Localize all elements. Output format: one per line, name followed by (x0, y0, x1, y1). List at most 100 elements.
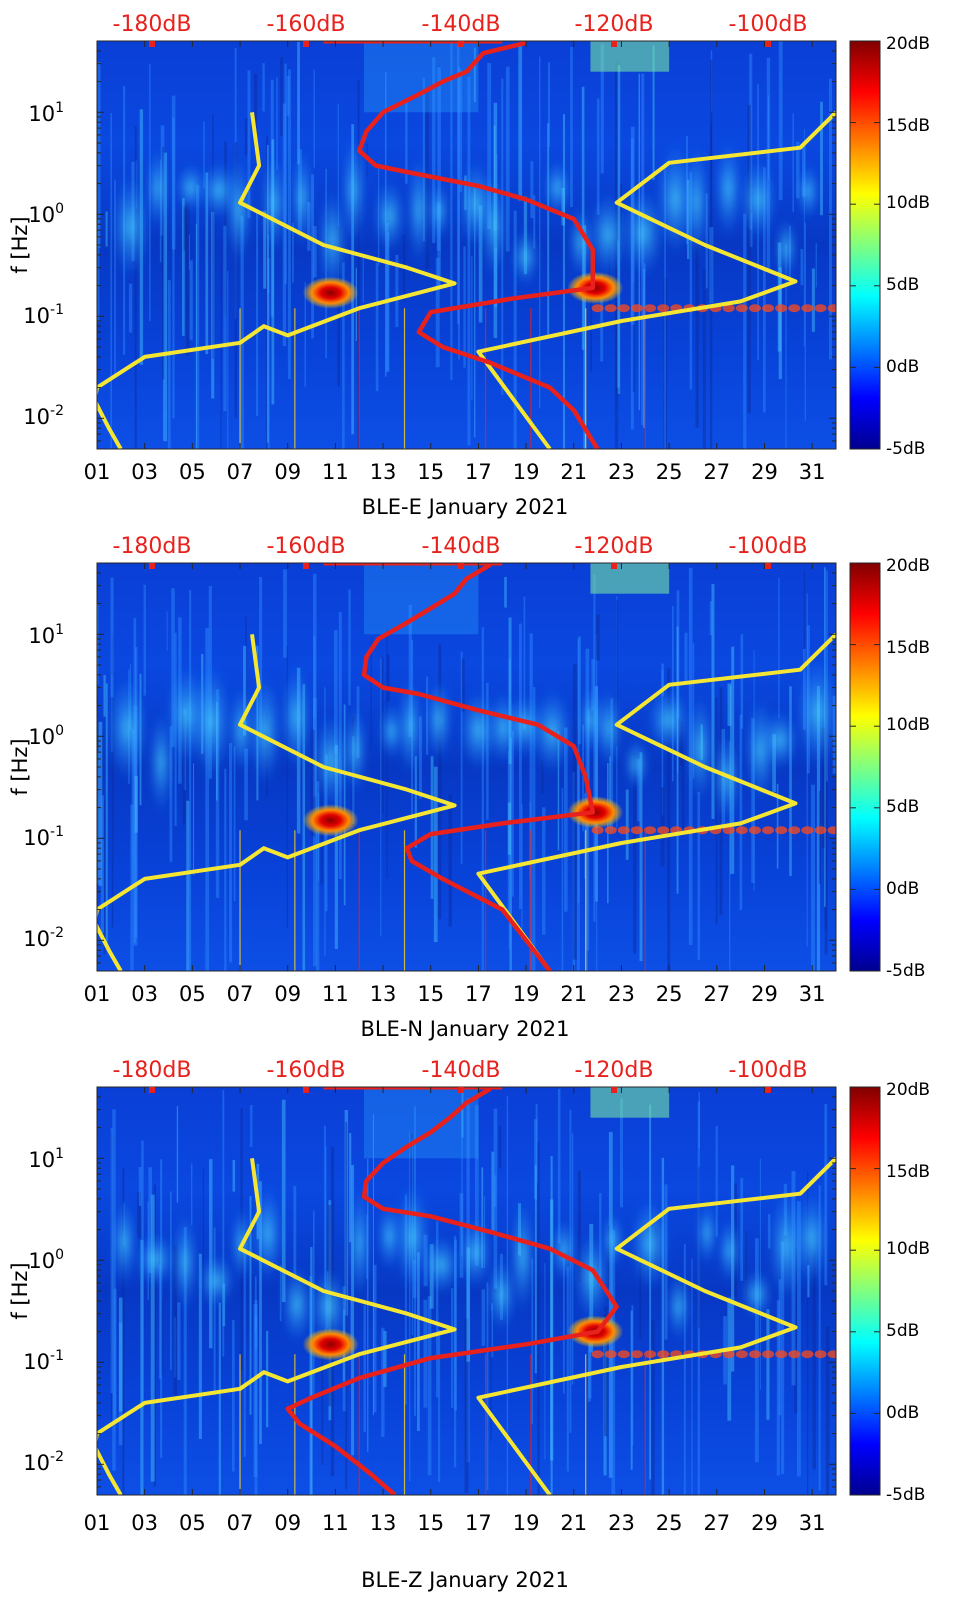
spectrogram-streak (189, 260, 193, 341)
spectrogram-glow (543, 159, 571, 217)
spectrogram-streak (820, 101, 823, 216)
microseism-spot (775, 826, 788, 835)
spectrogram-streak (234, 142, 238, 419)
spectrogram-streak (343, 704, 346, 906)
top-tick-mark (149, 1087, 155, 1093)
x-tick-label: 21 (560, 460, 587, 484)
spectrogram-streak (325, 1145, 327, 1344)
microseism-spot (617, 1350, 630, 1359)
spectrogram-streak (824, 801, 827, 929)
spectrogram-streak (98, 721, 103, 886)
spectrogram-glow (511, 227, 540, 288)
spectrogram-glow (197, 1252, 235, 1309)
spectrogram-streak (170, 1191, 172, 1371)
spectrogram-streak (570, 46, 573, 208)
spectrogram-streak (478, 205, 483, 323)
panel-E: -180dB -160dB -140dB -120dB -100dB 101 1… (8, 12, 930, 519)
spectrogram-streak (490, 1310, 492, 1441)
spectrogram-streak (148, 1167, 152, 1274)
spectrogram-streak (259, 1181, 262, 1445)
microseism-spot (801, 304, 814, 313)
x-tick-label: 05 (179, 982, 206, 1006)
spectrogram-streak (211, 211, 215, 399)
spectrogram-streak (97, 602, 99, 685)
series-line (476, 110, 836, 449)
spectrogram-streak (577, 638, 580, 903)
spectrogram-streak (550, 1199, 554, 1461)
x-tick-label: 13 (370, 460, 397, 484)
spectrogram-streak (778, 1279, 782, 1416)
spectrogram-glow (421, 1234, 461, 1296)
spectrogram-glow (481, 171, 506, 282)
spectrogram-streak (745, 1230, 747, 1297)
spectrogram-streak (617, 240, 620, 388)
top-tick-mark (765, 41, 771, 47)
spectrogram-streak (582, 724, 585, 832)
microseism-spot (748, 1350, 761, 1359)
spectrogram-streak (564, 727, 568, 912)
spectrogram-streak (253, 73, 258, 149)
spectrogram-streak (254, 1276, 257, 1333)
spectrogram-streak (313, 635, 316, 719)
x-tick-label: 29 (751, 982, 778, 1006)
spectrogram-streak (334, 744, 338, 949)
spectrogram-streak (373, 1264, 377, 1413)
spectrogram-streak (196, 185, 200, 449)
spectrogram-streak (792, 113, 794, 213)
spectrogram-streak (140, 1240, 144, 1495)
spectrogram-streak (135, 647, 138, 938)
spectrogram-streak (533, 687, 536, 971)
spectrogram-streak (521, 804, 523, 940)
spectrogram-streak (682, 756, 685, 836)
spectrogram-streak (697, 1101, 700, 1495)
spectrogram-streak (491, 1151, 495, 1235)
spectrogram-streak (529, 633, 533, 971)
spectrogram-streak (229, 743, 233, 963)
spectrogram-streak (794, 1249, 798, 1414)
spectrogram-streak (188, 234, 190, 271)
top-tick: -180dB (113, 534, 192, 559)
spectrogram-streak (176, 1106, 179, 1203)
spectrogram-streak (459, 69, 463, 192)
spectrogram-streak (584, 793, 586, 879)
spectrogram-streak (245, 616, 247, 722)
x-tick-label: 01 (84, 1511, 111, 1535)
spectrogram-streak (789, 686, 792, 877)
spectrogram-streak (111, 633, 114, 928)
microseism-spot (722, 304, 735, 313)
spectrogram-streak (803, 570, 806, 672)
spectrogram-glow (601, 1210, 624, 1269)
x-tick-label: 03 (131, 982, 158, 1006)
spectrogram-streak (419, 716, 422, 799)
spectrogram-area (96, 1086, 837, 1496)
spectrogram-streak (143, 584, 146, 696)
microseism-spot (788, 304, 801, 313)
top-tick-mark (149, 563, 155, 569)
spectrogram-streak (491, 1303, 494, 1358)
spectrogram-streak (190, 1163, 193, 1226)
colorbar: 20dB 15dB 10dB 5dB 0dB -5dB (849, 556, 930, 981)
panel-N: -180dB -160dB -140dB -120dB -100dB 101 1… (8, 534, 930, 1041)
spectrogram-streak (652, 45, 655, 181)
spectrogram-streak (266, 135, 268, 449)
spectrogram-streak (824, 699, 828, 955)
x-tick-label: 25 (656, 460, 683, 484)
spectrogram-streak (577, 636, 581, 745)
colorbar-tick: 15dB (886, 116, 930, 136)
spectrogram-streak (97, 62, 101, 249)
spectrogram-streak (243, 1250, 246, 1457)
spectrogram-streak (349, 1132, 352, 1243)
spectrogram-streak (776, 783, 779, 869)
spectrogram-streak (309, 1276, 313, 1495)
x-tick-label: 13 (370, 982, 397, 1006)
spectrogram-streak (566, 1266, 569, 1472)
spectrogram-streak (232, 1160, 236, 1192)
spectrogram-streak (535, 1104, 538, 1184)
x-tick-label: 11 (322, 1511, 349, 1535)
spectrogram-streak (437, 1329, 441, 1482)
spectrogram-streak (715, 697, 718, 925)
spectrogram-streak (183, 1226, 187, 1495)
spectrogram-glow (550, 1217, 577, 1283)
spectrogram-streak (461, 1089, 464, 1138)
y-tick: 10-1 (23, 824, 64, 850)
